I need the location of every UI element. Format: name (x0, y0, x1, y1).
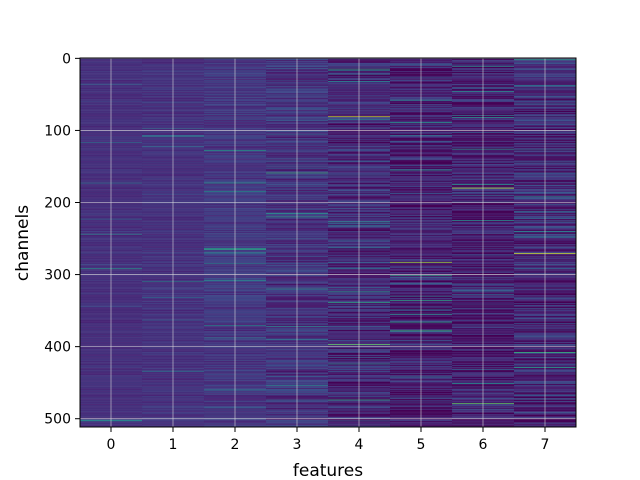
x-axis-label: features (293, 461, 363, 480)
x-tick-label: 5 (417, 437, 426, 453)
x-tick-label: 1 (169, 437, 178, 453)
x-tick-label: 2 (231, 437, 240, 453)
x-tick-label: 0 (107, 437, 116, 453)
x-tick-label: 3 (293, 437, 302, 453)
x-tick-label: 7 (541, 437, 550, 453)
y-tick-label: 100 (44, 123, 71, 139)
y-tick-label: 500 (44, 412, 71, 428)
y-tick-label: 400 (44, 340, 71, 356)
x-tick-label: 6 (479, 437, 488, 453)
y-axis-ticks: 0 100 200 300 400 500 (44, 51, 80, 428)
x-tick-label: 4 (355, 437, 364, 453)
heatmap-cells (80, 58, 577, 428)
grid-lines (80, 57, 576, 427)
y-axis-label: channels (13, 205, 33, 281)
y-tick-label: 200 (44, 196, 71, 212)
y-tick-label: 0 (62, 51, 71, 67)
plot-frame (79, 57, 577, 428)
y-tick-label: 300 (44, 268, 71, 284)
x-axis-ticks: 0 1 2 3 4 5 6 7 (107, 427, 550, 453)
